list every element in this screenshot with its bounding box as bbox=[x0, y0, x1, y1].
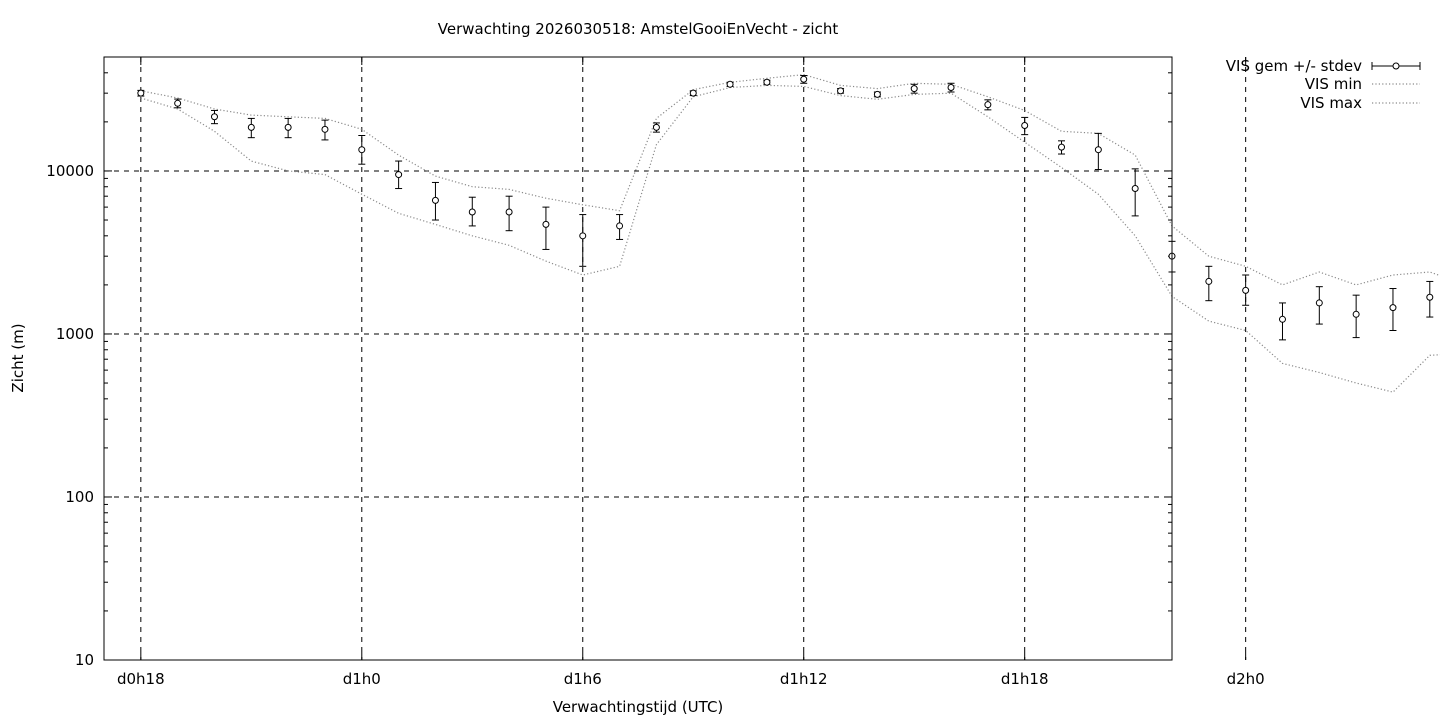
data-point bbox=[984, 101, 992, 109]
x-tick-label: d2h0 bbox=[1227, 670, 1265, 688]
data-point bbox=[800, 75, 808, 83]
data-point bbox=[1315, 299, 1323, 307]
data-point bbox=[1426, 293, 1434, 301]
y-tick-label: 1000 bbox=[56, 325, 94, 343]
data-point bbox=[616, 222, 624, 230]
data-point bbox=[689, 89, 697, 97]
legend-label: VIS min bbox=[1305, 75, 1362, 93]
series-line-vis-min bbox=[140, 84, 1440, 393]
y-tick-label: 10000 bbox=[46, 162, 94, 180]
y-axis-label: Zicht (m) bbox=[9, 323, 27, 392]
data-point bbox=[763, 78, 771, 86]
data-point bbox=[726, 80, 734, 88]
data-point bbox=[542, 220, 550, 228]
x-tick-label: d1h18 bbox=[1001, 670, 1049, 688]
x-tick-label: d1h0 bbox=[343, 670, 381, 688]
series-line-vis-max bbox=[140, 73, 1440, 286]
y-tick-label: 100 bbox=[65, 488, 94, 506]
x-tick-label: d1h6 bbox=[564, 670, 602, 688]
data-point bbox=[579, 232, 587, 240]
data-point bbox=[947, 83, 955, 91]
data-point bbox=[652, 123, 660, 131]
data-point bbox=[395, 171, 403, 179]
data-point bbox=[837, 87, 845, 95]
grid-lines bbox=[104, 57, 1247, 660]
x-tick-label: d0h18 bbox=[117, 670, 165, 688]
data-point bbox=[1278, 315, 1286, 323]
data-point bbox=[1389, 304, 1397, 312]
x-axis-label: Verwachtingstijd (UTC) bbox=[553, 698, 724, 716]
y-tick-label: 10 bbox=[75, 651, 94, 669]
data-point bbox=[873, 90, 881, 98]
data-point bbox=[468, 208, 476, 216]
data-point bbox=[1094, 146, 1102, 154]
data-point bbox=[284, 123, 292, 131]
data-point bbox=[137, 89, 145, 97]
plot-frame bbox=[103, 56, 1173, 661]
data-point bbox=[1131, 185, 1139, 193]
legend-swatch-marker bbox=[1392, 62, 1400, 70]
legend-label: VIS max bbox=[1300, 94, 1362, 112]
minor-ticks bbox=[104, 56, 1172, 612]
data-point bbox=[910, 85, 918, 93]
data-point bbox=[174, 99, 182, 107]
x-axis: d0h18d1h0d1h6d1h12d1h18d2h0d2h6d2h12d2h1… bbox=[117, 57, 1265, 688]
data-point bbox=[1021, 122, 1029, 130]
y-axis: 10 100 1000 10000 bbox=[46, 162, 1172, 669]
series-layer bbox=[137, 73, 1440, 393]
chart-title: Verwachting 2026030518: AmstelGooiEnVech… bbox=[438, 20, 839, 38]
data-point bbox=[321, 125, 329, 133]
data-point bbox=[1242, 286, 1250, 294]
data-point bbox=[431, 196, 439, 204]
x-tick-label: d1h12 bbox=[780, 670, 828, 688]
data-point bbox=[1352, 310, 1360, 318]
data-point bbox=[210, 113, 218, 121]
data-point bbox=[358, 146, 366, 154]
data-point bbox=[247, 123, 255, 131]
data-point bbox=[505, 208, 513, 216]
data-point bbox=[1058, 143, 1066, 151]
data-point bbox=[1205, 277, 1213, 285]
legend-label: VIS gem +/- stdev bbox=[1226, 57, 1362, 75]
